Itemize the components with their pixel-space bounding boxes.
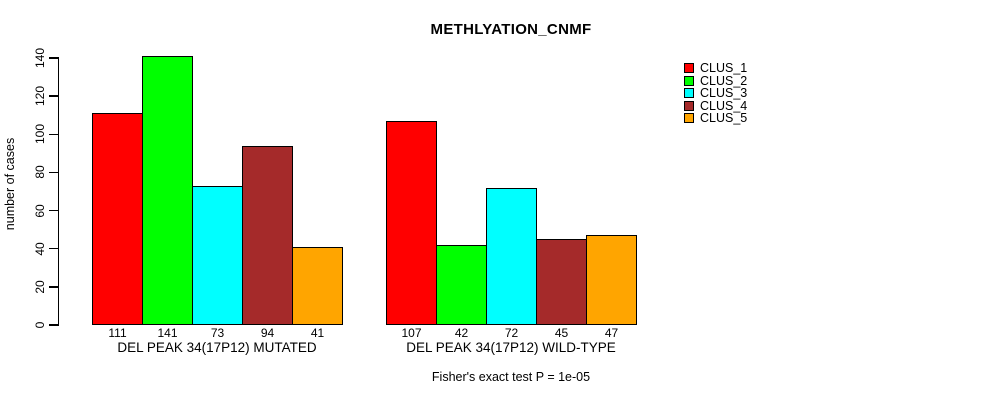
y-axis-line — [58, 57, 60, 325]
legend-swatch-clus_1 — [684, 63, 694, 73]
legend-label: CLUS_2 — [700, 73, 748, 88]
bar-value-label: 107 — [401, 326, 422, 340]
chart-title: METHLYATION_CNMF — [430, 21, 592, 38]
legend-item-clus_3: CLUS_3 — [684, 86, 748, 101]
y-tick-label: 100 — [33, 124, 47, 145]
bar-clus_3-group1 — [192, 186, 243, 325]
bar-clus_3-group2 — [486, 188, 537, 325]
legend-swatch-clus_2 — [684, 75, 694, 86]
bar-clus_1-group2 — [386, 121, 437, 325]
legend-item-clus_2: CLUS_2 — [684, 73, 748, 88]
y-axis-tick — [49, 57, 59, 59]
y-axis-tick — [49, 324, 59, 326]
bar-value-label: 111 — [108, 326, 127, 340]
legend-label: CLUS_4 — [700, 98, 748, 113]
group-label: DEL PEAK 34(17P12) WILD-TYPE — [406, 340, 616, 355]
bar-value-label: 41 — [310, 326, 325, 340]
group-label: DEL PEAK 34(17P12) MUTATED — [117, 340, 317, 355]
bar-value-label: 47 — [604, 326, 619, 340]
bar-value-label: 141 — [157, 326, 178, 340]
y-tick-label: 0 — [33, 321, 47, 329]
y-axis-tick — [49, 209, 59, 212]
bar-value-label: 94 — [260, 326, 275, 340]
bar-clus_4-group1 — [242, 146, 293, 325]
legend-item-clus_4: CLUS_4 — [684, 98, 748, 113]
y-tick-label: 120 — [33, 86, 47, 107]
y-tick-label: 60 — [33, 203, 47, 218]
bar-clus_2-group2 — [436, 245, 487, 325]
bar-value-label: 73 — [210, 326, 225, 340]
y-axis-tick — [49, 286, 59, 288]
bar-value-label: 42 — [454, 326, 469, 340]
y-tick-label: 140 — [33, 47, 47, 69]
caption: Fisher's exact test P = 1e-05 — [431, 370, 591, 384]
y-axis-tick — [49, 248, 59, 250]
bar-clus_2-group1 — [142, 56, 193, 325]
legend-label: CLUS_3 — [700, 86, 748, 101]
legend-swatch-clus_3 — [684, 88, 694, 99]
bar-clus_4-group2 — [536, 239, 587, 325]
y-axis-tick — [49, 95, 59, 97]
bar-value-label: 45 — [554, 326, 569, 340]
legend-item-clus_5: CLUS_5 — [684, 111, 748, 126]
legend-item-clus_1: CLUS_1 — [684, 61, 748, 75]
bar-clus_5-group1 — [292, 247, 343, 325]
legend-label: CLUS_1 — [700, 61, 748, 75]
bar-clus_5-group2 — [586, 235, 637, 325]
y-axis-tick — [49, 171, 59, 174]
bar-clus_1-group1 — [92, 113, 143, 325]
legend-label: CLUS_5 — [700, 111, 748, 126]
y-tick-label: 80 — [33, 165, 47, 180]
y-tick-label: 40 — [33, 242, 47, 256]
y-tick-label: 20 — [33, 280, 47, 294]
bar-value-label: 72 — [504, 326, 519, 340]
legend-swatch-clus_4 — [684, 100, 694, 111]
y-axis-tick — [49, 133, 59, 135]
legend-swatch-clus_5 — [684, 113, 694, 124]
